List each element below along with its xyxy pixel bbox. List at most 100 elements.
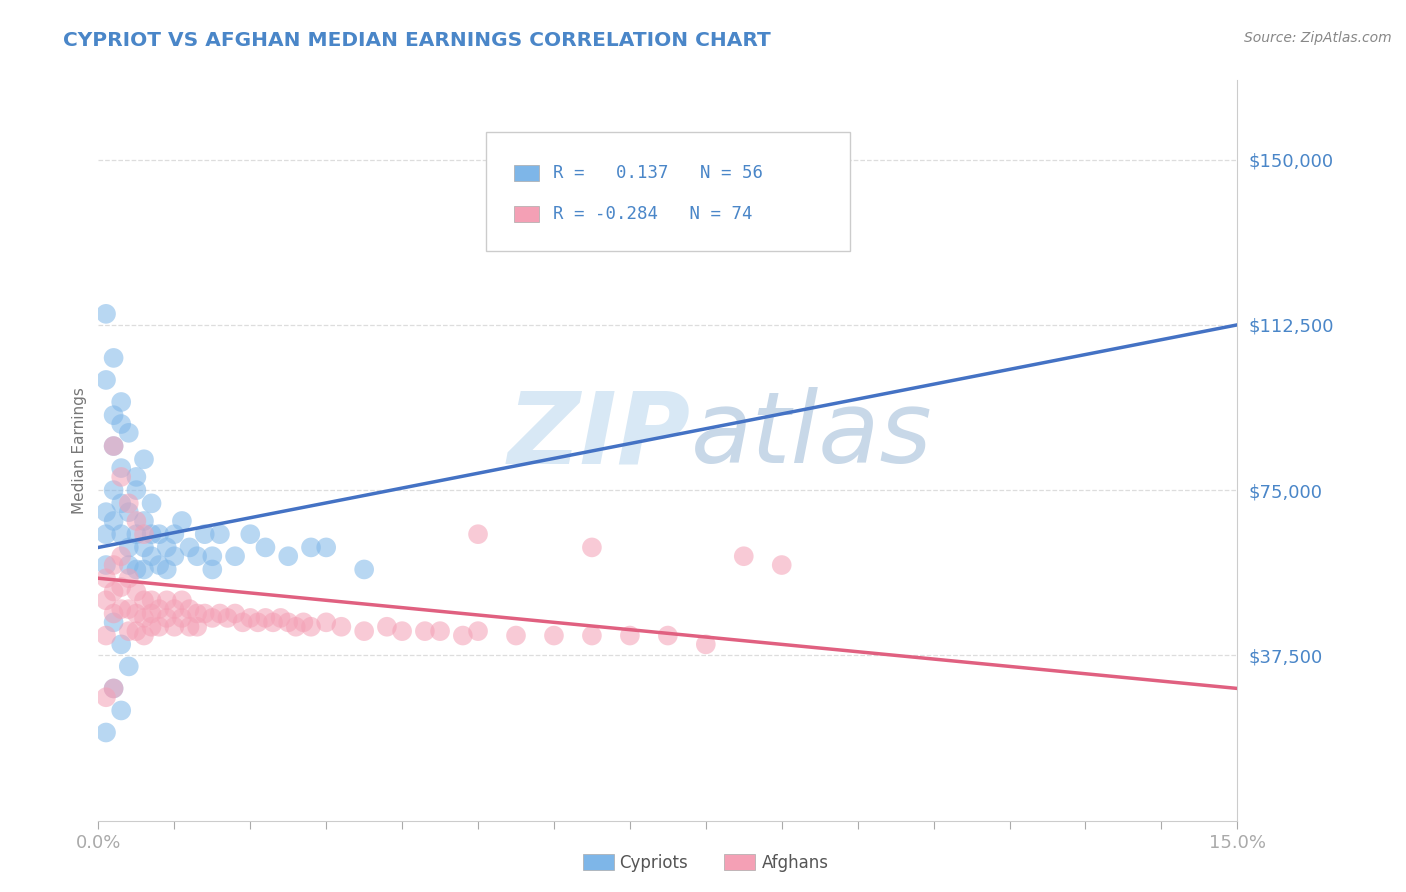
Text: R =   0.137   N = 56: R = 0.137 N = 56: [553, 163, 763, 182]
Point: [110, 580, 132, 594]
Point: [467, 527, 489, 541]
Point: [103, 558, 125, 572]
Point: [254, 611, 277, 625]
Point: [125, 514, 148, 528]
Point: [103, 439, 125, 453]
Point: [277, 549, 299, 564]
Point: [118, 558, 141, 572]
Point: [148, 558, 170, 572]
Point: [132, 628, 155, 642]
Point: [179, 602, 201, 616]
Point: [733, 549, 755, 564]
Point: [94, 690, 117, 705]
Point: [125, 527, 148, 541]
Point: [94, 373, 117, 387]
Point: [581, 628, 603, 642]
Point: [125, 483, 148, 497]
Point: [125, 624, 148, 639]
Point: [194, 607, 217, 621]
Point: [186, 620, 208, 634]
Point: [239, 527, 262, 541]
Point: [110, 527, 132, 541]
Point: [148, 602, 170, 616]
Point: [315, 615, 337, 630]
Point: [391, 624, 413, 639]
Point: [201, 611, 224, 625]
Point: [103, 681, 125, 696]
Point: [94, 725, 117, 739]
Point: [132, 593, 155, 607]
Point: [201, 562, 224, 576]
Point: [163, 620, 186, 634]
Point: [94, 527, 117, 541]
Point: [132, 562, 155, 576]
Text: ZIP: ZIP: [508, 387, 690, 484]
Point: [375, 620, 398, 634]
Point: [156, 593, 179, 607]
Point: [186, 607, 208, 621]
Point: [103, 351, 125, 365]
Point: [163, 549, 186, 564]
Y-axis label: Median Earnings: Median Earnings: [72, 387, 87, 514]
Point: [118, 541, 141, 555]
Point: [201, 549, 224, 564]
Point: [110, 417, 132, 431]
FancyBboxPatch shape: [515, 206, 538, 222]
Point: [110, 470, 132, 484]
Point: [125, 562, 148, 576]
Text: Afghans: Afghans: [762, 854, 830, 871]
Point: [429, 624, 451, 639]
Point: [254, 541, 277, 555]
Point: [163, 602, 186, 616]
Point: [208, 527, 231, 541]
Text: Source: ZipAtlas.com: Source: ZipAtlas.com: [1244, 31, 1392, 45]
Point: [353, 624, 375, 639]
Point: [118, 602, 141, 616]
Point: [179, 541, 201, 555]
Point: [103, 607, 125, 621]
Point: [94, 307, 117, 321]
Point: [132, 527, 155, 541]
Point: [353, 562, 375, 576]
Point: [103, 584, 125, 599]
Point: [224, 549, 246, 564]
Point: [103, 408, 125, 422]
Point: [657, 628, 679, 642]
Point: [208, 607, 231, 621]
Point: [194, 527, 217, 541]
Point: [118, 425, 141, 440]
Point: [94, 571, 117, 585]
Point: [277, 615, 299, 630]
Point: [132, 541, 155, 555]
Point: [103, 439, 125, 453]
FancyBboxPatch shape: [515, 164, 538, 181]
Point: [103, 514, 125, 528]
Point: [103, 615, 125, 630]
Point: [110, 602, 132, 616]
Point: [451, 628, 474, 642]
Point: [170, 593, 193, 607]
Point: [118, 624, 141, 639]
Point: [141, 593, 163, 607]
Point: [292, 615, 315, 630]
Point: [239, 611, 262, 625]
Point: [118, 659, 141, 673]
Point: [284, 620, 307, 634]
Point: [543, 628, 565, 642]
Point: [141, 607, 163, 621]
Point: [413, 624, 436, 639]
FancyBboxPatch shape: [485, 132, 851, 251]
Point: [179, 620, 201, 634]
Point: [132, 452, 155, 467]
Point: [156, 541, 179, 555]
Point: [695, 637, 717, 651]
Point: [186, 549, 208, 564]
Point: [118, 571, 141, 585]
Point: [94, 593, 117, 607]
Point: [141, 496, 163, 510]
Point: [246, 615, 269, 630]
Point: [770, 558, 793, 572]
Point: [156, 611, 179, 625]
Point: [217, 611, 239, 625]
Point: [330, 620, 353, 634]
